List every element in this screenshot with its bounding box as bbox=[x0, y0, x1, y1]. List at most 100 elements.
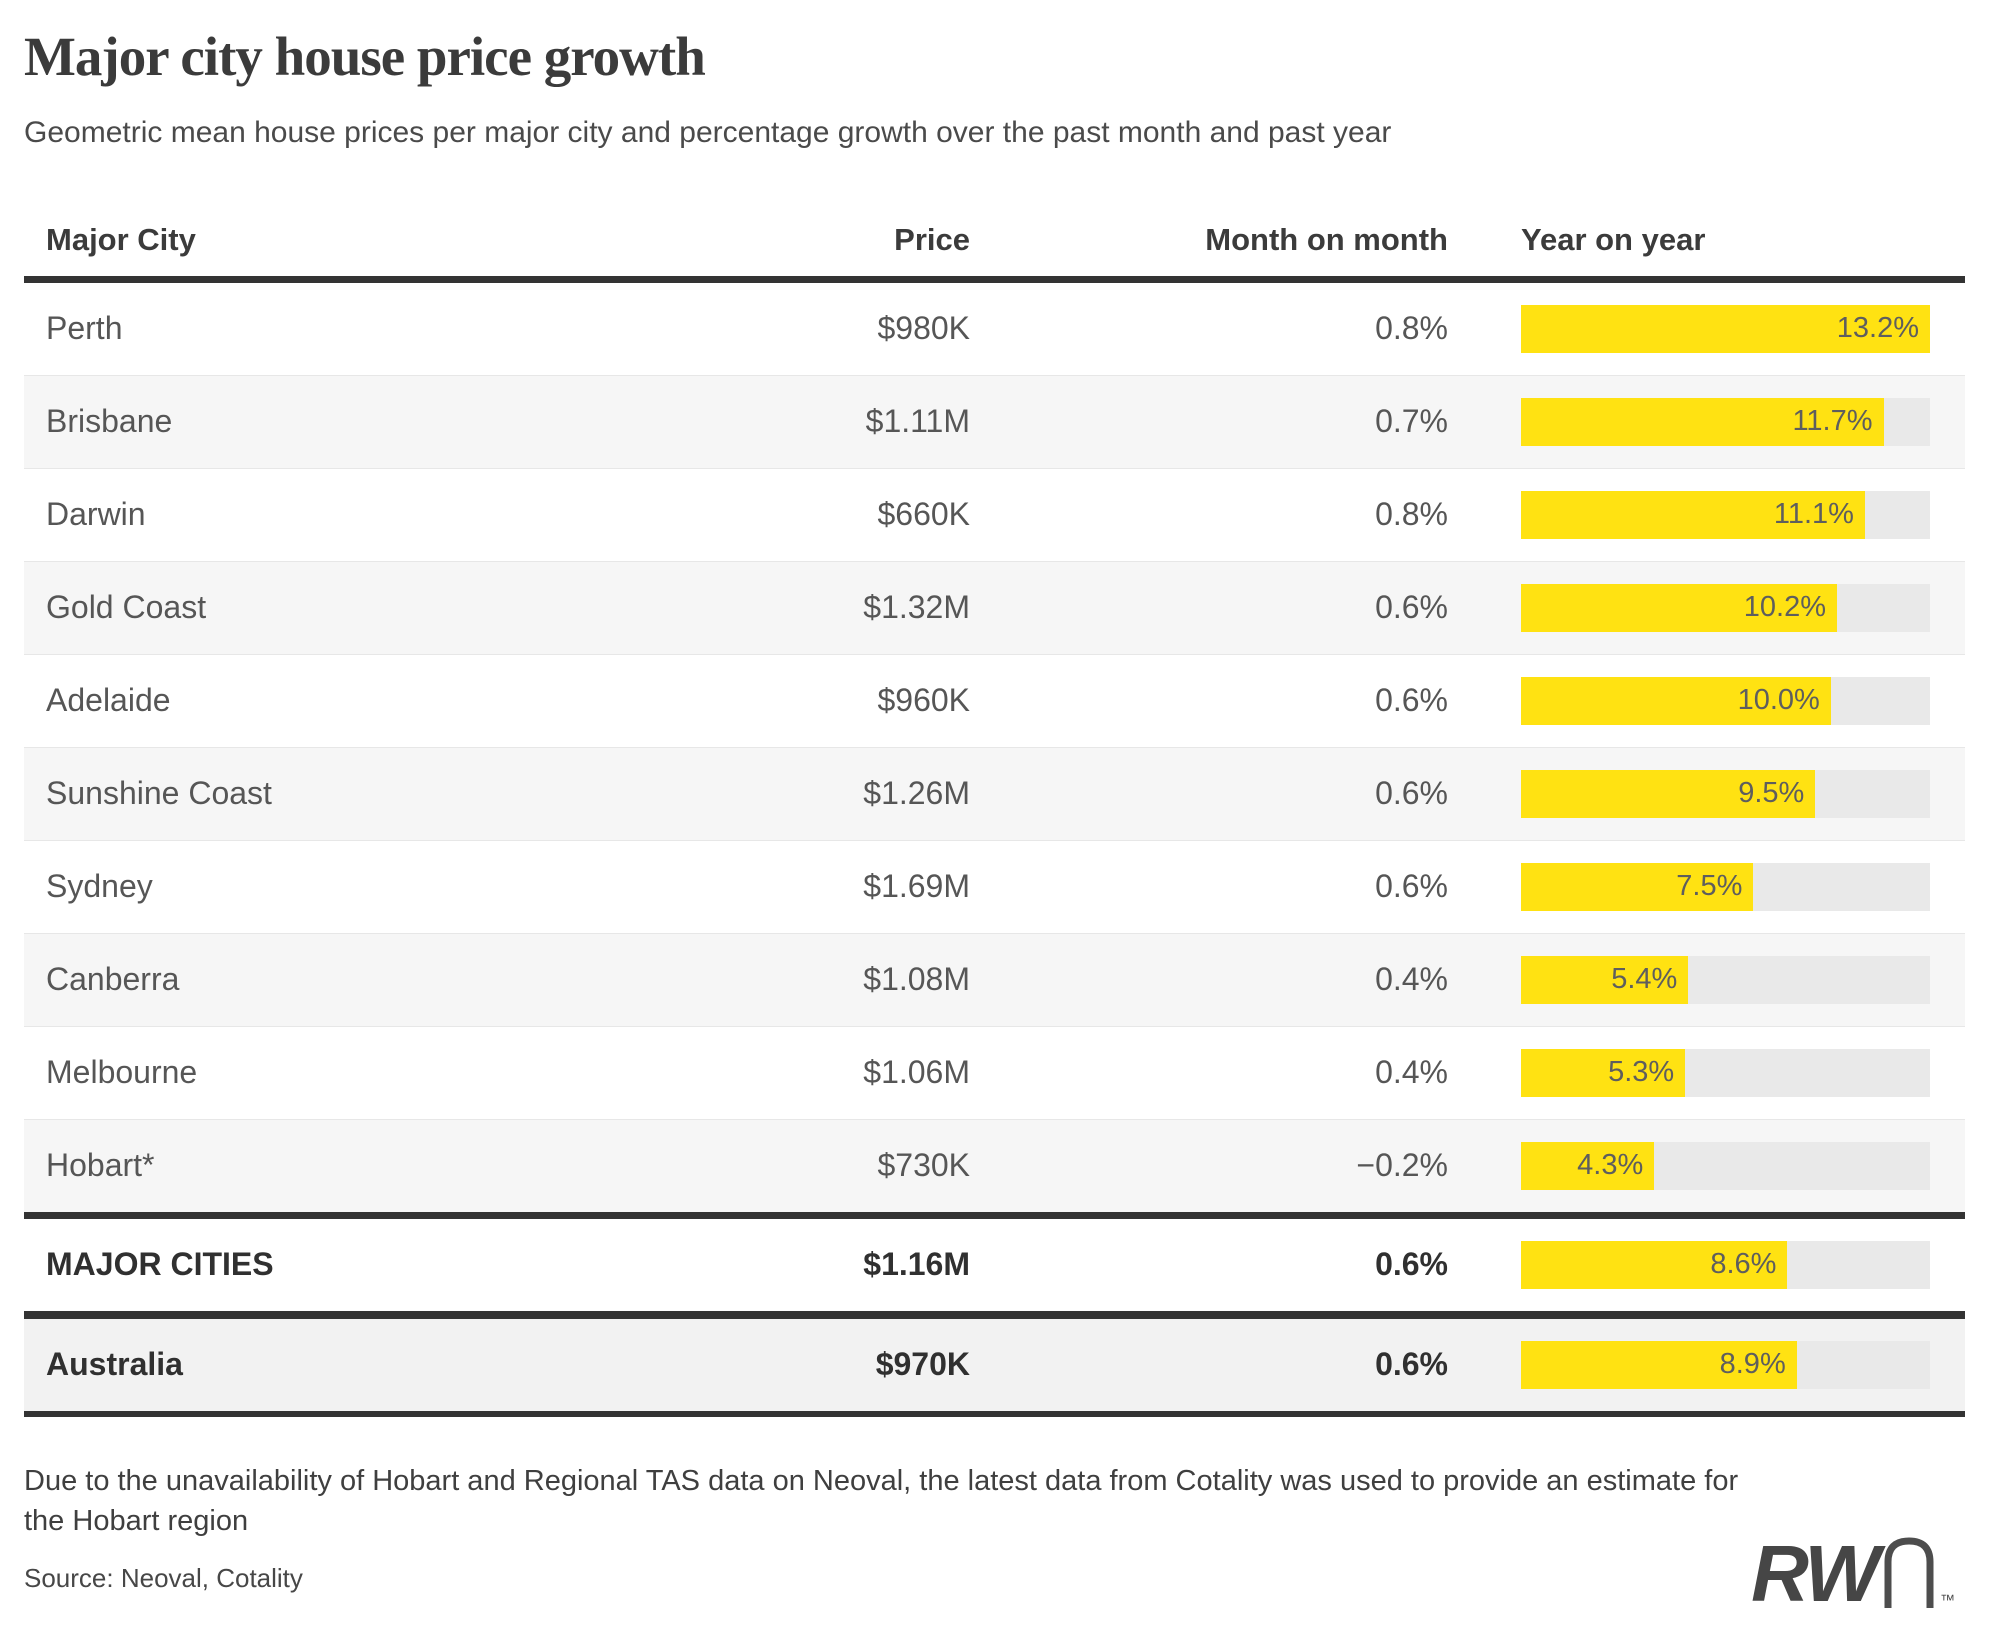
table-row: Hobart* $730K −0.2% 4.3% bbox=[24, 1118, 1965, 1212]
column-header-year-on-year: Year on year bbox=[1521, 221, 1706, 257]
month-on-month-value: 0.4% bbox=[1375, 1054, 1448, 1091]
city-label: Gold Coast bbox=[46, 589, 207, 626]
yoy-bar-label: 7.5% bbox=[1676, 870, 1743, 903]
price-value: $980K bbox=[877, 310, 970, 347]
column-header-price: Price bbox=[894, 221, 970, 257]
yoy-bar-track: 7.5% bbox=[1521, 862, 1930, 911]
yoy-bar-track: 5.3% bbox=[1521, 1048, 1930, 1097]
yoy-bar-fill: 9.5% bbox=[1521, 769, 1816, 818]
yoy-bar-track: 10.0% bbox=[1521, 676, 1930, 725]
year-on-year-bar-cell: 8.6% bbox=[1521, 1240, 1930, 1289]
rwn-logo-n-icon bbox=[1884, 1537, 1934, 1608]
price-value: $730K bbox=[877, 1147, 970, 1184]
year-on-year-bar-cell: 11.7% bbox=[1521, 397, 1930, 446]
source-attribution: Source: Neoval, Cotality bbox=[24, 1562, 303, 1593]
yoy-bar-track: 4.3% bbox=[1521, 1141, 1930, 1190]
month-on-month-value: 0.6% bbox=[1375, 682, 1448, 719]
price-value: $960K bbox=[877, 682, 970, 719]
table-row: Canberra $1.08M 0.4% 5.4% bbox=[24, 932, 1965, 1026]
year-on-year-bar-cell: 13.2% bbox=[1521, 304, 1930, 353]
table-totals: MAJOR CITIES $1.16M 0.6% 8.6% Australia $970K… bbox=[24, 1211, 1965, 1417]
city-label: Australia bbox=[46, 1346, 183, 1383]
month-on-month-value: 0.7% bbox=[1375, 403, 1448, 440]
price-value: $1.69M bbox=[863, 868, 970, 905]
table-row: Gold Coast $1.32M 0.6% 10.2% bbox=[24, 560, 1965, 654]
year-on-year-bar-cell: 5.4% bbox=[1521, 955, 1930, 1004]
yoy-bar-label: 4.3% bbox=[1577, 1149, 1644, 1182]
yoy-bar-fill: 13.2% bbox=[1521, 304, 1930, 353]
table-row: Adelaide $960K 0.6% 10.0% bbox=[24, 653, 1965, 747]
table-row: Melbourne $1.06M 0.4% 5.3% bbox=[24, 1025, 1965, 1119]
month-on-month-value: 0.8% bbox=[1375, 496, 1448, 533]
city-label: Sydney bbox=[46, 868, 153, 905]
yoy-bar-fill: 7.5% bbox=[1521, 862, 1754, 911]
yoy-bar-track: 9.5% bbox=[1521, 769, 1930, 818]
column-header-major-city: Major City bbox=[46, 221, 196, 257]
yoy-bar-label: 8.9% bbox=[1719, 1348, 1786, 1381]
yoy-bar-fill: 11.7% bbox=[1521, 397, 1884, 446]
table-header: Major City Price Month on month Year on … bbox=[24, 222, 1965, 283]
table-row: Sydney $1.69M 0.6% 7.5% bbox=[24, 839, 1965, 933]
page-subtitle: Geometric mean house prices per major ci… bbox=[24, 115, 1392, 149]
month-on-month-value: −0.2% bbox=[1356, 1147, 1448, 1184]
year-on-year-bar-cell: 4.3% bbox=[1521, 1141, 1930, 1190]
yoy-bar-track: 10.2% bbox=[1521, 583, 1930, 632]
month-on-month-value: 0.4% bbox=[1375, 961, 1448, 998]
month-on-month-value: 0.6% bbox=[1375, 589, 1448, 626]
city-label: Sunshine Coast bbox=[46, 775, 272, 812]
table-row: Australia $970K 0.6% 8.9% bbox=[24, 1310, 1965, 1417]
yoy-bar-track: 5.4% bbox=[1521, 955, 1930, 1004]
yoy-bar-track: 11.7% bbox=[1521, 397, 1930, 446]
yoy-bar-track: 8.6% bbox=[1521, 1240, 1930, 1289]
city-label: Adelaide bbox=[46, 682, 171, 719]
yoy-bar-fill: 4.3% bbox=[1521, 1141, 1655, 1190]
rwn-logo-rw: RW bbox=[1751, 1529, 1880, 1618]
rwn-logo-trademark: ™ bbox=[1940, 1592, 1955, 1609]
year-on-year-bar-cell: 11.1% bbox=[1521, 490, 1930, 539]
yoy-bar-label: 8.6% bbox=[1710, 1248, 1777, 1281]
year-on-year-bar-cell: 7.5% bbox=[1521, 862, 1930, 911]
city-label: Perth bbox=[46, 310, 123, 347]
price-value: $1.06M bbox=[863, 1054, 970, 1091]
yoy-bar-label: 13.2% bbox=[1836, 312, 1919, 345]
table-row: Brisbane $1.11M 0.7% 11.7% bbox=[24, 374, 1965, 468]
month-on-month-value: 0.6% bbox=[1375, 1346, 1448, 1383]
yoy-bar-fill: 10.0% bbox=[1521, 676, 1831, 725]
yoy-bar-fill: 8.9% bbox=[1521, 1340, 1797, 1389]
yoy-bar-fill: 5.3% bbox=[1521, 1048, 1686, 1097]
year-on-year-bar-cell: 10.0% bbox=[1521, 676, 1930, 725]
table-row: Darwin $660K 0.8% 11.1% bbox=[24, 467, 1965, 561]
city-label: Canberra bbox=[46, 961, 180, 998]
city-label: Brisbane bbox=[46, 403, 173, 440]
yoy-bar-label: 5.3% bbox=[1608, 1056, 1675, 1089]
yoy-bar-track: 8.9% bbox=[1521, 1340, 1930, 1389]
month-on-month-value: 0.6% bbox=[1375, 1246, 1448, 1283]
yoy-bar-fill: 10.2% bbox=[1521, 583, 1838, 632]
price-value: $1.11M bbox=[865, 403, 970, 440]
price-value: $970K bbox=[875, 1346, 970, 1383]
yoy-bar-label: 9.5% bbox=[1738, 777, 1805, 810]
year-on-year-bar-cell: 9.5% bbox=[1521, 769, 1930, 818]
yoy-bar-fill: 8.6% bbox=[1521, 1240, 1788, 1289]
year-on-year-bar-cell: 8.9% bbox=[1521, 1340, 1930, 1389]
city-label: Melbourne bbox=[46, 1054, 198, 1091]
yoy-bar-label: 5.4% bbox=[1611, 963, 1678, 996]
yoy-bar-fill: 5.4% bbox=[1521, 955, 1689, 1004]
month-on-month-value: 0.8% bbox=[1375, 310, 1448, 347]
yoy-bar-track: 13.2% bbox=[1521, 304, 1930, 353]
yoy-bar-label: 10.0% bbox=[1737, 684, 1820, 717]
page-title: Major city house price growth bbox=[24, 26, 706, 87]
yoy-bar-fill: 11.1% bbox=[1521, 490, 1865, 539]
city-label: Hobart* bbox=[46, 1147, 155, 1184]
table-body: Perth $980K 0.8% 13.2% Brisbane $1.11M 0.7% 11.… bbox=[24, 283, 1965, 1212]
month-on-month-value: 0.6% bbox=[1375, 775, 1448, 812]
page: Major city house price growth Geometric … bbox=[0, 28, 1989, 1636]
yoy-bar-label: 10.2% bbox=[1743, 591, 1827, 624]
city-label: Darwin bbox=[46, 496, 146, 533]
city-label: MAJOR CITIES bbox=[46, 1246, 274, 1283]
year-on-year-bar-cell: 5.3% bbox=[1521, 1048, 1930, 1097]
price-value: $1.26M bbox=[863, 775, 970, 812]
price-value: $1.08M bbox=[863, 961, 970, 998]
price-value: $1.32M bbox=[863, 589, 970, 626]
year-on-year-bar-cell: 10.2% bbox=[1521, 583, 1930, 632]
